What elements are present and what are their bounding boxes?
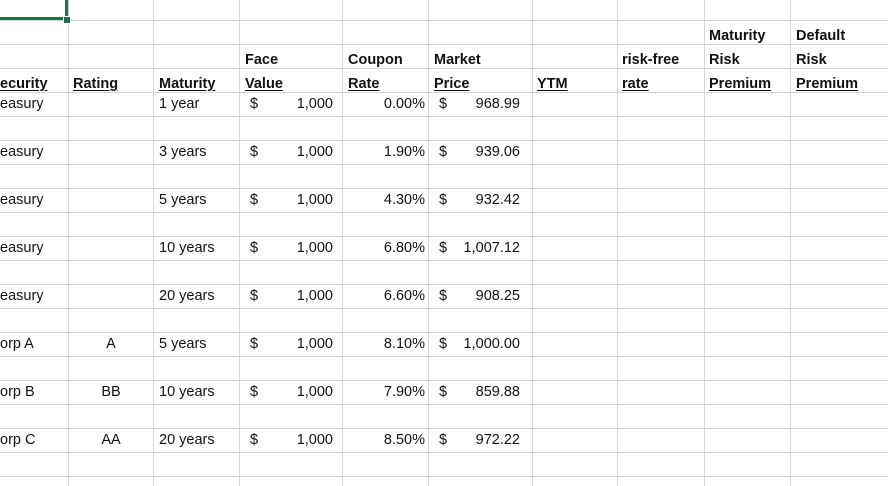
market-price-cell[interactable]: 1,000.00 — [463, 336, 520, 352]
security-cell[interactable]: orp B — [0, 384, 35, 400]
face-value-cell[interactable]: 1,000 — [296, 96, 333, 112]
face-currency-cell[interactable]: $ — [250, 336, 259, 352]
header-face-line1[interactable]: Face — [245, 52, 279, 68]
header-drp-line3[interactable]: Premium — [796, 76, 859, 92]
rating-cell[interactable] — [70, 188, 152, 212]
security-cell[interactable]: easury — [0, 288, 44, 304]
header-drp-line2[interactable]: Risk — [796, 52, 827, 68]
header-mrp-line2[interactable]: Risk — [709, 52, 740, 68]
face-value-cell[interactable]: 1,000 — [296, 336, 333, 352]
price-currency-cell[interactable]: $ — [439, 432, 448, 448]
face-value-cell[interactable]: 1,000 — [296, 240, 333, 256]
price-currency-cell[interactable]: $ — [439, 288, 448, 304]
price-currency-cell[interactable]: $ — [439, 336, 448, 352]
rating-cell[interactable] — [70, 140, 152, 164]
rating-cell[interactable] — [70, 92, 152, 116]
face-value-cell[interactable]: 1,000 — [296, 192, 333, 208]
price-currency-cell[interactable]: $ — [439, 240, 448, 256]
market-price-cell[interactable]: 859.88 — [475, 384, 520, 400]
market-price-cell[interactable]: 939.06 — [475, 144, 520, 160]
security-cell[interactable]: easury — [0, 192, 44, 208]
selection-box — [0, 0, 68, 20]
coupon-rate-cell[interactable]: 1.90% — [383, 144, 425, 160]
price-currency-cell[interactable]: $ — [439, 384, 448, 400]
market-price-cell[interactable]: 968.99 — [475, 96, 520, 112]
face-currency-cell[interactable]: $ — [250, 96, 259, 112]
maturity-cell[interactable]: 5 years — [159, 336, 207, 352]
security-cell[interactable]: easury — [0, 144, 44, 160]
market-price-cell[interactable]: 972.22 — [475, 432, 520, 448]
maturity-cell[interactable]: 1 year — [159, 96, 200, 112]
face-currency-cell[interactable]: $ — [250, 384, 259, 400]
face-value-cell[interactable]: 1,000 — [296, 288, 333, 304]
coupon-rate-cell[interactable]: 6.80% — [383, 240, 425, 256]
market-price-cell[interactable]: 932.42 — [475, 192, 520, 208]
coupon-rate-cell[interactable]: 8.50% — [383, 432, 425, 448]
face-value-cell[interactable]: 1,000 — [296, 432, 333, 448]
header-coupon-line2[interactable]: Rate — [348, 76, 380, 92]
coupon-rate-cell[interactable]: 0.00% — [383, 96, 425, 112]
coupon-rate-cell[interactable]: 8.10% — [383, 336, 425, 352]
price-currency-cell[interactable]: $ — [439, 144, 448, 160]
header-face-line2[interactable]: Value — [245, 76, 283, 92]
security-cell[interactable]: orp C — [0, 432, 36, 448]
header-ytm[interactable]: YTM — [537, 76, 568, 92]
security-cell[interactable]: easury — [0, 96, 44, 112]
face-value-cell[interactable]: 1,000 — [296, 384, 333, 400]
rating-cell[interactable]: A — [106, 336, 116, 352]
header-market-line2[interactable]: Price — [434, 76, 470, 92]
face-currency-cell[interactable]: $ — [250, 144, 259, 160]
maturity-cell[interactable]: 20 years — [159, 288, 215, 304]
coupon-rate-cell[interactable]: 4.30% — [383, 192, 425, 208]
price-currency-cell[interactable]: $ — [439, 96, 448, 112]
maturity-cell[interactable]: 3 years — [159, 144, 207, 160]
header-market-line1[interactable]: Market — [434, 52, 481, 68]
coupon-rate-cell[interactable]: 6.60% — [383, 288, 425, 304]
security-cell[interactable]: orp A — [0, 336, 34, 352]
rating-cell[interactable] — [70, 284, 152, 308]
security-cell[interactable]: easury — [0, 240, 44, 256]
header-drp-line1[interactable]: Default — [796, 28, 846, 44]
face-currency-cell[interactable]: $ — [250, 240, 259, 256]
header-security[interactable]: ecurity — [0, 76, 48, 92]
header-coupon-line1[interactable]: Coupon — [348, 52, 403, 68]
maturity-cell[interactable]: 10 years — [159, 240, 215, 256]
rating-cell[interactable] — [70, 236, 152, 260]
face-currency-cell[interactable]: $ — [250, 288, 259, 304]
face-value-cell[interactable]: 1,000 — [296, 144, 333, 160]
rating-cell[interactable]: AA — [101, 432, 121, 448]
header-riskfree-line2[interactable]: rate — [622, 76, 649, 92]
maturity-cell[interactable]: 20 years — [159, 432, 215, 448]
coupon-rate-cell[interactable]: 7.90% — [383, 384, 425, 400]
face-currency-cell[interactable]: $ — [250, 192, 259, 208]
header-mrp-line1[interactable]: Maturity — [709, 28, 766, 44]
rating-cell[interactable]: BB — [101, 384, 121, 400]
header-rating[interactable]: Rating — [73, 76, 119, 92]
fill-handle[interactable] — [63, 16, 71, 24]
maturity-cell[interactable]: 5 years — [159, 192, 207, 208]
market-price-cell[interactable]: 908.25 — [475, 288, 520, 304]
market-price-cell[interactable]: 1,007.12 — [463, 240, 520, 256]
maturity-cell[interactable]: 10 years — [159, 384, 215, 400]
header-mrp-line3[interactable]: Premium — [709, 76, 772, 92]
header-riskfree-line1[interactable]: risk-free — [622, 52, 680, 68]
face-currency-cell[interactable]: $ — [250, 432, 259, 448]
price-currency-cell[interactable]: $ — [439, 192, 448, 208]
header-maturity[interactable]: Maturity — [159, 76, 216, 92]
